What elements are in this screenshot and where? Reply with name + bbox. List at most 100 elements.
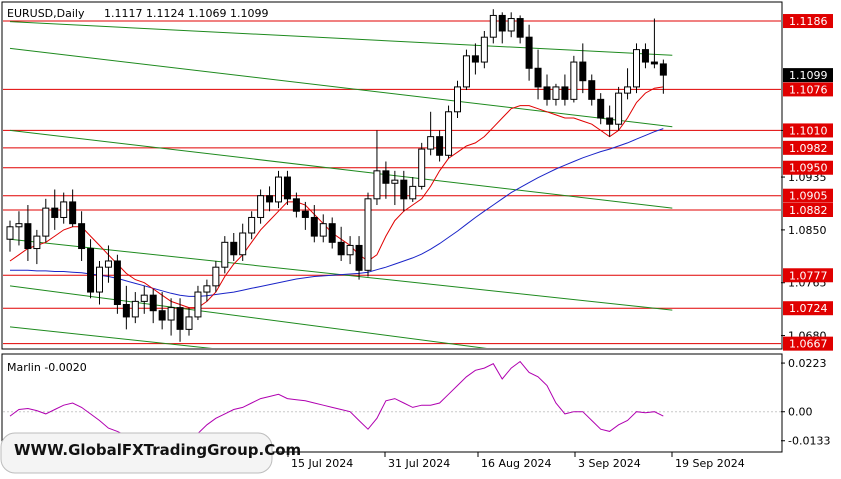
candle: [33, 229, 41, 265]
oscillator-axis: 0.0223 0.00 -0.0133: [781, 357, 830, 448]
candle: [122, 285, 130, 330]
candle-body-down: [292, 198, 300, 212]
candle-body-up: [140, 294, 148, 302]
ohlc-readout: 1.1117 1.1124 1.1069 1.1099: [104, 7, 268, 20]
candle-body-up: [6, 226, 14, 240]
candle-body-up: [104, 260, 112, 268]
candle-body-up: [257, 195, 265, 218]
candle: [650, 18, 658, 69]
candle-body-down: [534, 67, 542, 88]
time-tick-label: 16 Aug 2024: [481, 457, 551, 470]
candle-body-down: [498, 14, 506, 32]
candle: [96, 260, 103, 305]
candle: [418, 142, 426, 190]
candle: [104, 245, 112, 283]
candle-body-up: [167, 307, 175, 321]
level-price-tag: [783, 301, 833, 316]
candle-body-up: [221, 241, 229, 268]
candle: [579, 43, 587, 94]
candle: [301, 201, 309, 230]
candle-body-up: [391, 179, 399, 184]
time-axis: 15 Jul 2024 31 Jul 2024 16 Aug 2024 3 Sep 2…: [287, 452, 745, 470]
candle-body-up: [364, 198, 372, 271]
candle: [400, 170, 408, 212]
candle: [203, 279, 211, 302]
candle-body-down: [579, 61, 587, 82]
candle: [319, 214, 327, 243]
candle: [516, 15, 524, 44]
candle: [355, 236, 363, 280]
candle: [24, 205, 32, 261]
candle-body-down: [400, 179, 408, 200]
candle-body-down: [122, 303, 130, 318]
candle-body-up: [489, 14, 497, 38]
candle-body-down: [561, 86, 569, 100]
candle-body-up: [185, 316, 193, 330]
candle-body-down: [51, 207, 59, 218]
candle-body-down: [606, 117, 614, 125]
level-price-label: 1.0950: [789, 162, 828, 175]
candle-body-down: [516, 18, 524, 38]
candle-body-up: [319, 223, 327, 237]
candle-body-down: [283, 176, 291, 200]
candle-body-up: [552, 86, 560, 100]
level-price-label: 1.0667: [789, 338, 828, 351]
candle-body-up: [454, 86, 461, 113]
candle-body-up: [275, 176, 282, 203]
candle: [69, 189, 77, 227]
candle: [364, 192, 372, 277]
candle-body-down: [641, 49, 649, 63]
level-price-label: 1.0777: [789, 269, 828, 282]
candle-body-up: [418, 148, 426, 187]
candle: [158, 292, 166, 330]
candle: [462, 49, 470, 91]
candle: [310, 205, 318, 243]
candle: [409, 177, 417, 202]
candle-body-down: [525, 36, 533, 69]
candle: [87, 239, 95, 299]
price-tick-label: 1.0850: [788, 224, 827, 237]
candle: [51, 189, 59, 230]
candle: [6, 220, 14, 252]
candle: [471, 43, 479, 75]
candle-body-down: [471, 55, 479, 63]
current-price-tag: [783, 68, 833, 83]
candle-body-up: [570, 61, 578, 100]
candle: [283, 170, 291, 206]
candle: [624, 68, 632, 100]
candle: [346, 236, 354, 265]
candle: [185, 307, 193, 336]
candle: [641, 43, 649, 69]
level-price-tag: [783, 14, 833, 29]
candle-body-up: [507, 18, 515, 32]
candle-body-down: [436, 136, 444, 156]
candle-body-down: [69, 201, 77, 225]
candle: [659, 59, 667, 94]
level-price-label: 1.0724: [789, 302, 828, 315]
level-price-tag: [783, 82, 833, 97]
watermark-text: WWW.GlobalFXTradingGroup.Com: [14, 441, 301, 459]
channel-line: [9, 129, 673, 209]
candle: [561, 74, 569, 106]
candle: [570, 55, 578, 103]
price-panel: EURUSD,Daily 1.1117 1.1124 1.1069 1.1099: [1, 1, 783, 350]
candle: [534, 49, 542, 100]
candle-body-down: [588, 80, 596, 100]
candle-body-down: [597, 98, 605, 119]
level-price-tag: [783, 160, 833, 175]
candle-body-down: [301, 210, 309, 218]
candle: [266, 186, 274, 212]
candle-body-up: [427, 136, 435, 150]
candle-body-down: [337, 241, 345, 256]
candle-body-up: [615, 92, 623, 125]
candle: [113, 254, 121, 314]
candle-body-down: [176, 307, 184, 330]
candle: [292, 192, 300, 218]
candle-body-down: [659, 63, 667, 76]
candle: [42, 198, 50, 243]
candle: [140, 285, 148, 314]
oscillator-plot: [3, 360, 781, 441]
candle: [489, 9, 497, 44]
oscillator-tick-label: -0.0133: [788, 435, 830, 448]
